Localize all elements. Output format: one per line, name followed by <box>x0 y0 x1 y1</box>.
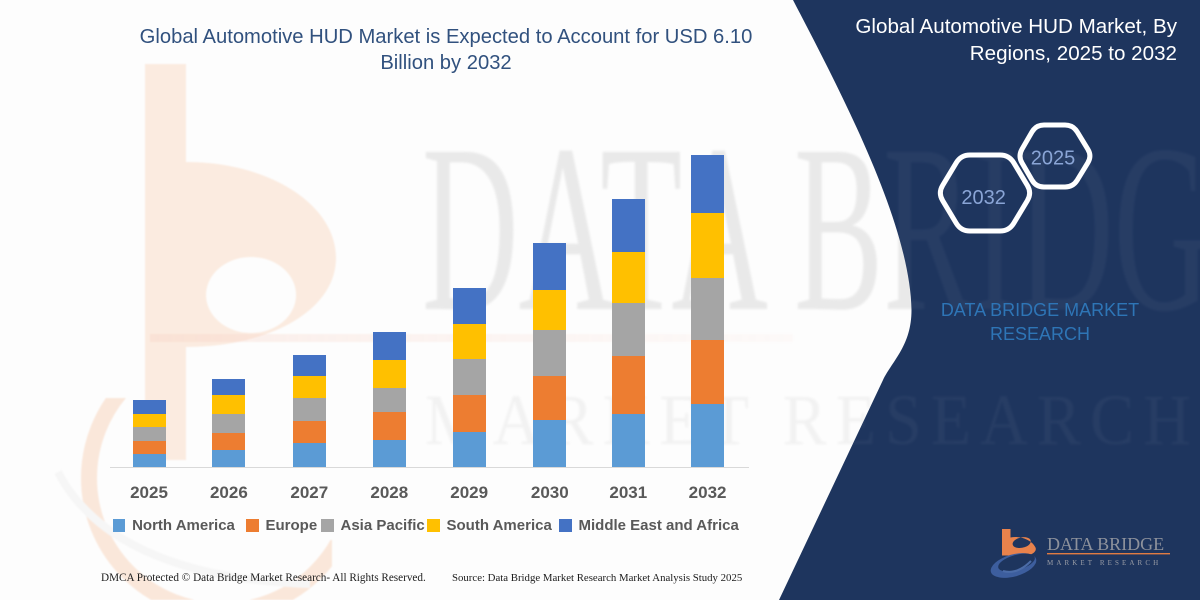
svg-text:2025: 2025 <box>1031 148 1076 170</box>
svg-text:DATA BRIDGE: DATA BRIDGE <box>1047 534 1164 554</box>
svg-text:MARKET RESEARCH: MARKET RESEARCH <box>1047 559 1161 567</box>
svg-text:2032: 2032 <box>961 187 1006 209</box>
